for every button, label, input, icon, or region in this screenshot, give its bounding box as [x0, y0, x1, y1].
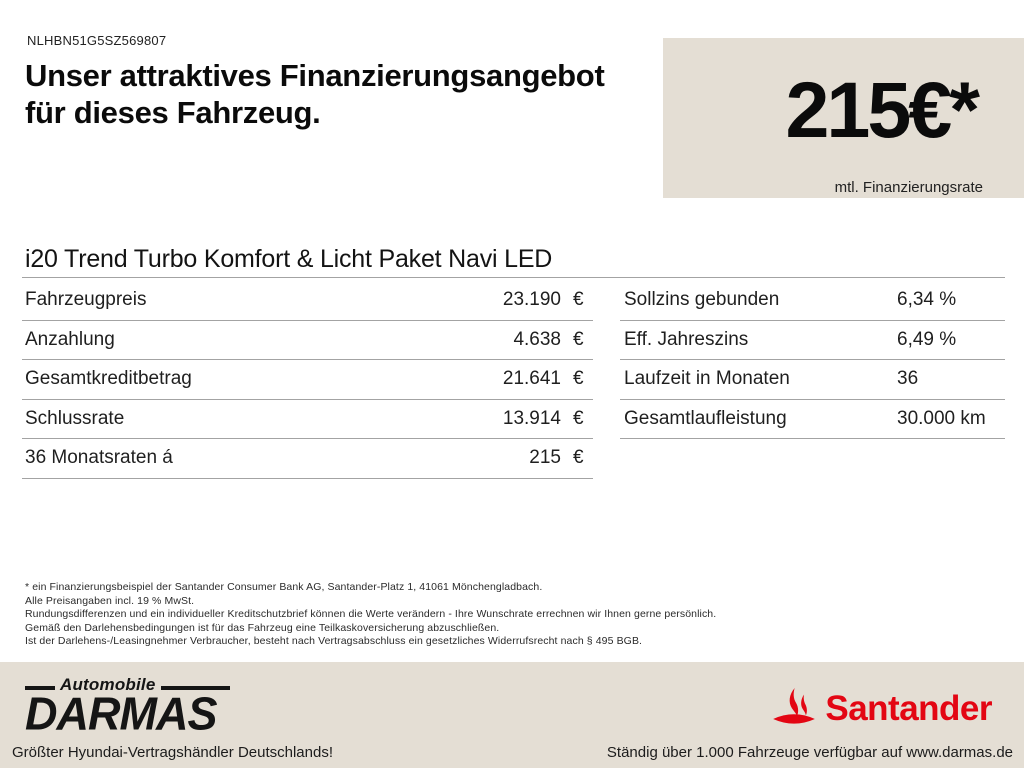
disclaimer-line: Alle Preisangaben incl. 19 % MwSt.: [25, 594, 195, 607]
row-value: 36: [897, 368, 919, 390]
row-label: Anzahlung: [25, 328, 115, 350]
row-value: 13.914: [502, 407, 561, 429]
disclaimer-text: * ein Finanzierungsbeispiel der Santande…: [25, 581, 716, 649]
row-label: Sollzins gebunden: [624, 289, 780, 311]
vehicle-title: i20 Trend Turbo Komfort & Licht Paket Na…: [25, 245, 553, 273]
website-tagline: Ständig über 1.000 Fahrzeuge verfügbar a…: [606, 744, 1013, 761]
row-value: 21.641: [502, 368, 561, 390]
table-row: Anzahlung 4.638 €: [22, 321, 593, 360]
row-value: 6,49 %: [897, 328, 957, 350]
table-row: Gesamtlaufleistung 30.000 km: [620, 400, 1005, 439]
disclaimer-line: Gemäß den Darlehensbedingungen ist für d…: [25, 621, 500, 634]
table-row: Gesamtkreditbetrag 21.641 €: [22, 360, 593, 400]
row-unit: €: [573, 447, 584, 469]
row-unit: €: [573, 368, 584, 390]
dealer-tagline: Größter Hyundai-Vertragshändler Deutschl…: [12, 744, 333, 761]
row-label: Eff. Jahreszins: [624, 328, 749, 350]
row-unit: €: [573, 328, 584, 350]
page-title-line1: Unser attraktives Finanzierungsangebot: [25, 58, 605, 93]
row-value: 215: [529, 447, 561, 469]
row-label: 36 Monatsraten á: [25, 447, 173, 469]
darmas-rule-right: [160, 686, 230, 690]
row-value: 4.638: [513, 328, 561, 350]
row-label: Schlussrate: [25, 407, 125, 429]
row-label: Gesamtlaufleistung: [624, 407, 787, 429]
disclaimer-line: Ist der Darlehens-/Leasingnehmer Verbrau…: [25, 635, 643, 648]
darmas-automobile-label: Automobile: [60, 675, 156, 694]
finance-table-left-column: Fahrzeugpreis 23.190 € Anzahlung 4.638 €…: [22, 281, 593, 479]
row-value: 30.000 km: [897, 407, 986, 429]
disclaimer-line: * ein Finanzierungsbeispiel der Santande…: [25, 581, 543, 593]
santander-logo: Santander: [771, 685, 992, 732]
row-label: Laufzeit in Monaten: [624, 368, 790, 390]
darmas-logo-topline: Automobile: [25, 675, 230, 695]
row-label: Gesamtkreditbetrag: [25, 368, 192, 390]
footer: Automobile DARMAS Santander Größter Hyun…: [0, 662, 1024, 768]
table-row: 36 Monatsraten á 215 €: [22, 439, 593, 479]
row-value: 23.190: [502, 289, 561, 311]
page-title: Unser attraktives Finanzierungsangebot f…: [25, 57, 605, 131]
table-row: Laufzeit in Monaten 36: [620, 360, 1005, 400]
table-row: Eff. Jahreszins 6,49 %: [620, 321, 1005, 360]
row-label: Fahrzeugpreis: [25, 289, 147, 311]
disclaimer-line: Rundungsdifferenzen und ein individuelle…: [25, 608, 717, 621]
finance-table-right-column: Sollzins gebunden 6,34 % Eff. Jahreszins…: [620, 281, 1005, 439]
darmas-logo: Automobile DARMAS: [25, 675, 230, 740]
vin-number: NLHBN51G5SZ569807: [27, 33, 167, 48]
monthly-rate-caption: mtl. Finanzierungsrate: [834, 179, 983, 196]
table-row: Fahrzeugpreis 23.190 €: [22, 281, 593, 321]
title-divider: [22, 277, 1005, 278]
page-title-line2: für dieses Fahrzeug.: [25, 95, 321, 130]
table-row: Sollzins gebunden 6,34 %: [620, 281, 1005, 321]
darmas-wordmark: DARMAS: [25, 687, 218, 740]
monthly-rate-box: 215€* mtl. Finanzierungsrate: [663, 38, 1024, 198]
darmas-rule-left: [25, 686, 55, 690]
santander-flame-icon: [771, 685, 817, 732]
monthly-rate-amount: 215€*: [785, 65, 980, 154]
table-row: Schlussrate 13.914 €: [22, 400, 593, 439]
row-unit: €: [573, 289, 584, 311]
row-unit: €: [573, 407, 584, 429]
santander-wordmark: Santander: [825, 688, 992, 728]
row-value: 6,34 %: [897, 289, 957, 311]
